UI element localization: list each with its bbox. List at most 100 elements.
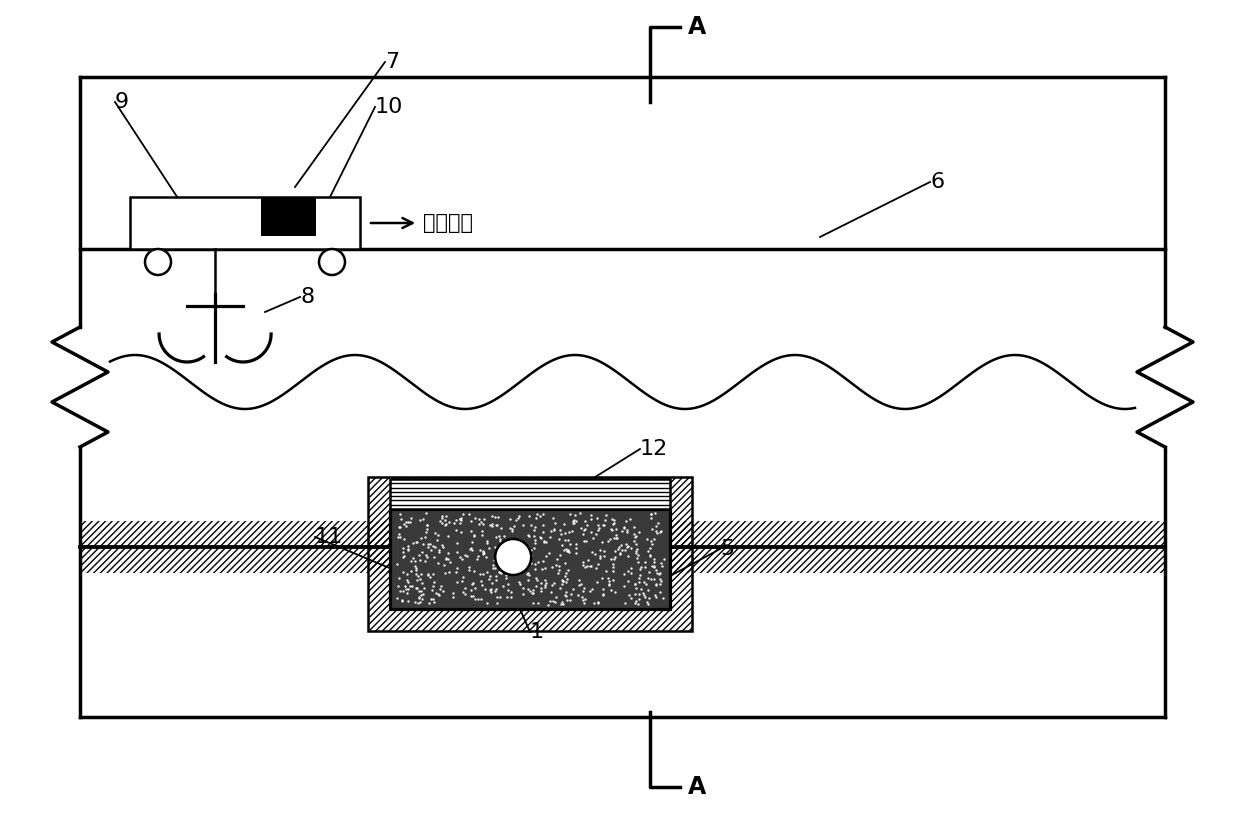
Point <box>616 514 636 527</box>
Point <box>480 569 500 583</box>
Point <box>630 587 650 600</box>
Point <box>526 511 546 525</box>
Point <box>430 515 450 528</box>
Point <box>651 572 671 585</box>
Point <box>556 569 575 583</box>
Point <box>604 517 624 530</box>
Point <box>502 525 522 538</box>
Point <box>554 589 574 602</box>
Bar <box>368 477 692 631</box>
Point <box>454 571 474 584</box>
Point <box>605 545 625 558</box>
Point <box>523 542 543 555</box>
Point <box>557 594 577 607</box>
Point <box>615 543 635 556</box>
Text: 12: 12 <box>640 439 668 459</box>
Point <box>609 541 629 554</box>
Point <box>501 521 521 534</box>
Text: 5: 5 <box>720 539 734 559</box>
Point <box>490 532 510 545</box>
Point <box>546 516 565 529</box>
Point <box>461 541 481 554</box>
Point <box>651 525 671 538</box>
Point <box>640 542 660 555</box>
Point <box>398 575 418 588</box>
Point <box>621 542 641 555</box>
Point <box>451 525 471 538</box>
Point <box>537 536 557 549</box>
Point <box>589 518 609 531</box>
Point <box>551 582 570 595</box>
Point <box>394 550 414 563</box>
Point <box>391 512 410 525</box>
Point <box>518 569 538 582</box>
Point <box>552 574 572 587</box>
Point <box>582 546 601 559</box>
Point <box>646 519 666 532</box>
Point <box>583 532 603 545</box>
Text: 11: 11 <box>315 527 343 547</box>
Point <box>461 583 481 596</box>
Point <box>539 547 559 560</box>
Point <box>402 565 422 578</box>
Point <box>402 579 422 592</box>
Point <box>513 587 533 600</box>
Point <box>444 516 464 529</box>
Point <box>472 567 492 580</box>
Point <box>584 596 604 609</box>
Point <box>532 563 552 576</box>
Point <box>625 597 645 610</box>
Point <box>397 587 417 600</box>
Point <box>650 586 670 599</box>
Point <box>487 519 507 532</box>
Point <box>590 543 610 556</box>
Point <box>526 579 546 592</box>
Text: A: A <box>688 15 707 39</box>
Point <box>611 524 631 537</box>
Point <box>573 558 593 571</box>
Point <box>641 549 661 562</box>
Point <box>594 544 614 557</box>
Point <box>405 596 425 609</box>
Point <box>565 509 585 522</box>
Point <box>549 533 569 546</box>
Point <box>486 518 506 531</box>
Point <box>518 540 538 553</box>
Point <box>613 544 632 557</box>
Point <box>512 547 532 560</box>
Point <box>423 539 443 552</box>
Point <box>464 529 484 542</box>
Point <box>626 530 646 543</box>
Point <box>464 529 484 542</box>
Bar <box>130 197 360 249</box>
Point <box>588 511 608 525</box>
Point <box>474 547 494 560</box>
Point <box>393 541 413 554</box>
Point <box>399 515 419 528</box>
Point <box>593 583 613 596</box>
Point <box>443 587 463 600</box>
Point <box>548 560 568 573</box>
Point <box>405 563 425 576</box>
Point <box>649 567 668 580</box>
Point <box>544 595 564 608</box>
Point <box>486 530 506 543</box>
Circle shape <box>145 249 171 275</box>
Point <box>547 591 567 604</box>
Point <box>619 588 639 601</box>
Point <box>629 598 649 611</box>
Point <box>590 549 610 562</box>
Point <box>420 571 440 584</box>
Point <box>614 520 634 534</box>
Point <box>451 511 471 525</box>
Point <box>469 517 489 530</box>
Point <box>420 592 440 605</box>
Point <box>569 578 589 592</box>
Point <box>434 540 454 553</box>
Point <box>471 516 491 529</box>
Point <box>517 568 537 581</box>
Text: 水平运动: 水平运动 <box>423 213 472 233</box>
Point <box>440 556 460 569</box>
Point <box>603 512 622 525</box>
Point <box>651 525 671 538</box>
